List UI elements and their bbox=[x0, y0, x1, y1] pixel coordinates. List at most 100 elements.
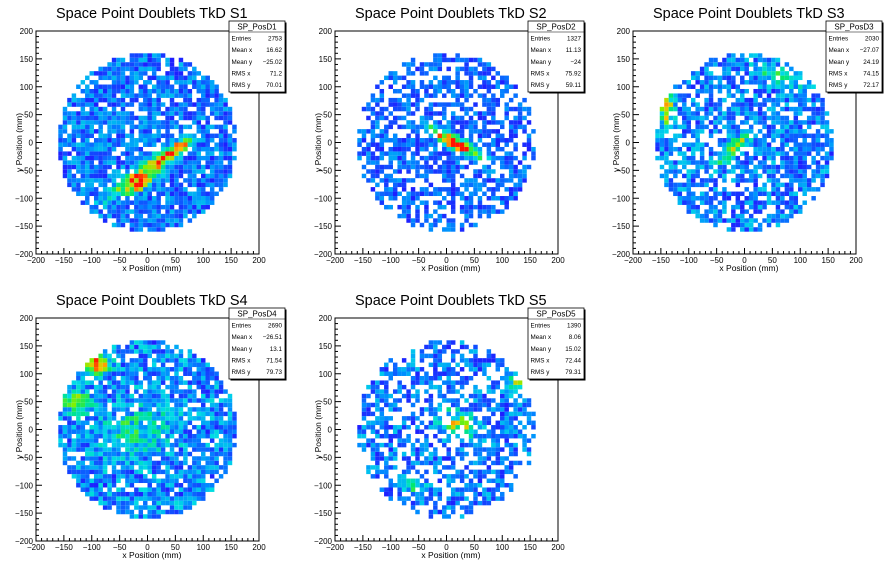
histogram-bin bbox=[406, 393, 411, 399]
histogram-bin bbox=[771, 71, 776, 76]
histogram-bin bbox=[134, 411, 139, 417]
histogram-bin bbox=[89, 380, 94, 385]
histogram-bin bbox=[93, 389, 99, 394]
histogram-bin bbox=[766, 66, 772, 72]
histogram-bin bbox=[134, 358, 139, 363]
histogram-bin bbox=[89, 106, 94, 112]
histogram-bin bbox=[187, 491, 193, 497]
histogram-bin bbox=[129, 93, 135, 98]
histogram-bin bbox=[753, 66, 758, 72]
histogram-bin bbox=[187, 182, 193, 188]
histogram-bin bbox=[361, 447, 367, 452]
histogram-bin bbox=[62, 106, 68, 112]
histogram-bin bbox=[85, 111, 90, 116]
histogram-bin bbox=[85, 442, 90, 448]
histogram-bin bbox=[125, 456, 130, 461]
histogram-bin bbox=[699, 191, 705, 197]
histogram-bin bbox=[192, 371, 197, 376]
histogram-bin bbox=[218, 407, 224, 412]
histogram-bin bbox=[419, 115, 425, 121]
histogram-bin bbox=[433, 57, 438, 63]
histogram-bin bbox=[450, 133, 456, 139]
histogram-bin bbox=[428, 362, 434, 368]
histogram-bin bbox=[482, 142, 487, 147]
histogram-bin bbox=[174, 456, 179, 461]
histogram-bin bbox=[134, 80, 139, 85]
histogram-bin bbox=[361, 442, 367, 448]
histogram-bin bbox=[392, 115, 398, 121]
histogram-bin bbox=[717, 88, 723, 94]
histogram-bin bbox=[491, 138, 496, 143]
histogram-bin bbox=[89, 478, 94, 484]
histogram-bin bbox=[129, 375, 135, 381]
histogram-bin bbox=[201, 496, 206, 501]
y-tick-label: −200 bbox=[15, 250, 34, 259]
histogram-bin bbox=[147, 227, 152, 232]
histogram-bin bbox=[209, 182, 215, 188]
histogram-bin bbox=[437, 349, 443, 354]
histogram-bin bbox=[156, 402, 161, 408]
histogram-bin bbox=[477, 442, 483, 448]
histogram-bin bbox=[156, 124, 161, 130]
histogram-bin bbox=[151, 340, 157, 345]
histogram-bin bbox=[464, 187, 469, 192]
histogram-bin bbox=[690, 160, 696, 165]
histogram-bin bbox=[450, 222, 456, 228]
histogram-bin bbox=[717, 213, 723, 219]
histogram-bin bbox=[713, 218, 718, 223]
histogram-bin bbox=[459, 151, 465, 156]
histogram-bin bbox=[174, 222, 179, 228]
histogram-bin bbox=[134, 487, 139, 492]
histogram-bin bbox=[147, 155, 152, 161]
histogram-bin bbox=[433, 416, 438, 421]
histogram-bin bbox=[690, 196, 696, 201]
histogram-bin bbox=[129, 429, 135, 434]
histogram-bin bbox=[664, 160, 669, 165]
histogram-bin bbox=[753, 146, 758, 152]
histogram-bin bbox=[147, 213, 152, 219]
histogram-bin bbox=[147, 389, 152, 394]
histogram-bin bbox=[174, 500, 179, 506]
histogram-bin bbox=[227, 106, 233, 112]
histogram-bin bbox=[169, 111, 175, 116]
histogram-bin bbox=[717, 209, 723, 214]
histogram-bin bbox=[98, 160, 103, 165]
histogram-bin bbox=[442, 102, 447, 107]
histogram-bin bbox=[766, 142, 772, 147]
histogram-bin bbox=[450, 353, 456, 359]
histogram-bin bbox=[129, 456, 135, 461]
histogram-bin bbox=[392, 465, 398, 470]
histogram-bin bbox=[433, 142, 438, 147]
histogram-bin bbox=[415, 456, 420, 461]
histogram-bin bbox=[513, 106, 518, 112]
histogram-bin bbox=[450, 124, 456, 130]
histogram-bin bbox=[784, 155, 790, 161]
histogram-bin bbox=[486, 433, 492, 439]
histogram-bin bbox=[740, 97, 745, 103]
histogram-bin bbox=[138, 474, 144, 479]
histogram-bin bbox=[129, 349, 135, 354]
histogram-bin bbox=[437, 416, 443, 421]
histogram-bin bbox=[717, 111, 723, 116]
histogram-bin bbox=[125, 425, 130, 430]
histogram-bin bbox=[125, 142, 130, 147]
histogram-bin bbox=[446, 514, 451, 519]
histogram-bin bbox=[708, 196, 714, 201]
histogram-bin bbox=[508, 155, 514, 161]
histogram-bin bbox=[205, 456, 210, 461]
histogram-bin bbox=[205, 407, 210, 412]
histogram-bin bbox=[450, 191, 456, 197]
histogram-bin bbox=[67, 178, 72, 183]
histogram-bin bbox=[183, 433, 188, 439]
histogram-bin bbox=[151, 106, 157, 112]
histogram-bin bbox=[125, 438, 130, 443]
histogram-bin bbox=[143, 196, 148, 201]
histogram-bin bbox=[85, 93, 90, 98]
histogram-bin bbox=[165, 151, 170, 156]
histogram-bin bbox=[379, 407, 385, 412]
histogram-bin bbox=[174, 375, 179, 381]
histogram-bin bbox=[388, 204, 393, 210]
histogram-bin bbox=[477, 62, 483, 67]
histogram-bin bbox=[98, 407, 103, 412]
histogram-bin bbox=[401, 138, 407, 143]
